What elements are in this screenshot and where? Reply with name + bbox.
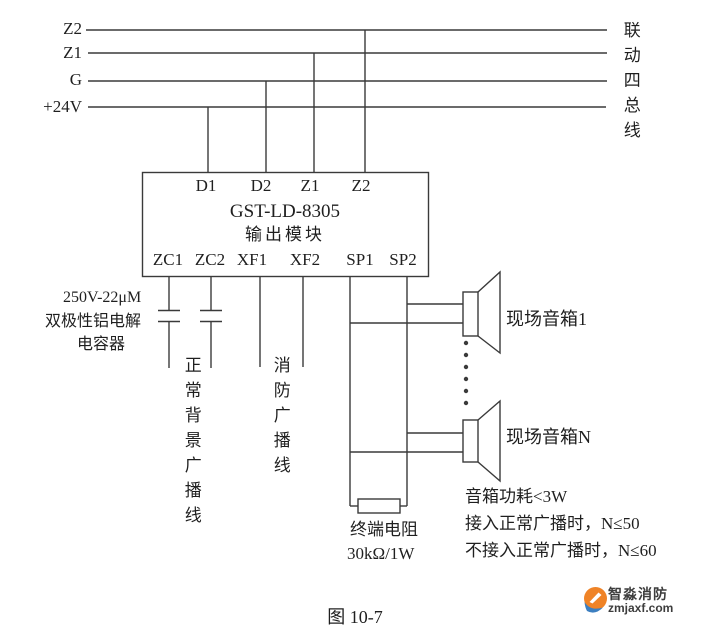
terminal-d2: D2 xyxy=(250,176,272,195)
watermark-logo-icon xyxy=(584,587,607,613)
normal-broadcast-label: 正常背景广播线 xyxy=(181,356,201,531)
ellipsis-dots-icon xyxy=(463,340,469,406)
terminal-xf1: XF1 xyxy=(236,250,268,269)
watermark-name: 智淼消防 xyxy=(608,586,668,602)
speaker1-horn xyxy=(477,270,501,355)
capacitor-type: 双极性铝电解 xyxy=(45,313,142,330)
module-model: GST-LD-8305 xyxy=(229,201,341,222)
speaker-notes: 音箱功耗<3W 接入正常广播时，N≤50 不接入正常广播时，N≤60 xyxy=(465,483,657,564)
terminal-z1: Z1 xyxy=(300,176,320,195)
terminal-zc2: ZC2 xyxy=(194,250,226,269)
resistor-body xyxy=(357,498,401,514)
figure-caption: 图 10-7 xyxy=(327,607,383,627)
module-box-outline xyxy=(141,171,430,278)
module-name: 输出模块 xyxy=(245,225,325,244)
fire-broadcast-label: 消防广播线 xyxy=(270,356,290,481)
bus-label-z1: Z1 xyxy=(63,43,82,62)
bus-label-24v: +24V xyxy=(43,97,82,116)
speakerN-label: 现场音箱N xyxy=(506,427,591,447)
capacitor-spec: 250V-22μM xyxy=(63,289,142,306)
bus-label-g: G xyxy=(69,70,82,89)
terminal-sp2: SP2 xyxy=(389,250,417,269)
bus-label-z2: Z2 xyxy=(63,19,82,38)
watermark-site: zmjaxf.com xyxy=(608,601,674,615)
resistor-name: 终端电阻 xyxy=(350,520,418,539)
speakerN-driver xyxy=(462,419,479,463)
module-box: D1 D2 Z1 Z2 GST-LD-8305 输出模块 ZC1 ZC2 XF1… xyxy=(142,172,428,277)
terminal-z2: Z2 xyxy=(351,176,371,195)
note-with-broadcast: 接入正常广播时，N≤50 xyxy=(465,514,640,533)
terminal-sp1: SP1 xyxy=(346,250,374,269)
capacitor-word: 电容器 xyxy=(77,336,126,353)
note-without-broadcast: 不接入正常广播时，N≤60 xyxy=(465,541,657,560)
speakerN-horn xyxy=(477,399,501,483)
terminal-xf2: XF2 xyxy=(289,250,321,269)
resistor-value: 30kΩ/1W xyxy=(347,544,415,563)
note-power: 音箱功耗<3W xyxy=(465,487,568,506)
terminal-zc1: ZC1 xyxy=(152,250,184,269)
speaker1-label: 现场音箱1 xyxy=(506,309,587,329)
terminal-d1: D1 xyxy=(195,176,217,195)
linkage-bus-label: 联动四总线 xyxy=(620,21,640,146)
speaker1-driver xyxy=(462,291,479,337)
